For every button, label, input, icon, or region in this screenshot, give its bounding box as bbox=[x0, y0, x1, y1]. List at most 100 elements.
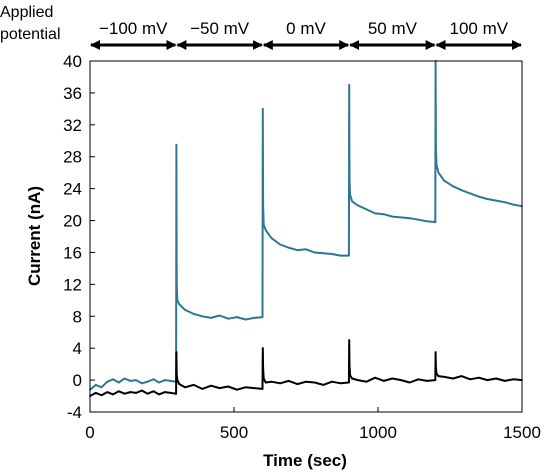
series-point bbox=[94, 392, 97, 394]
series-point bbox=[184, 309, 186, 311]
series-point bbox=[261, 316, 264, 318]
y-axis-title: Current (nA) bbox=[25, 186, 44, 286]
series-point bbox=[348, 339, 351, 342]
series-point bbox=[270, 380, 273, 383]
series-point bbox=[112, 393, 114, 396]
series-point bbox=[503, 380, 506, 382]
series-point bbox=[262, 367, 264, 369]
potential-segment-label: 50 mV bbox=[368, 19, 418, 38]
series-point bbox=[201, 315, 204, 318]
series-point bbox=[351, 200, 353, 203]
series-point bbox=[356, 204, 359, 207]
series-point bbox=[261, 388, 264, 390]
y-tick-label: 20 bbox=[63, 212, 82, 231]
series-point bbox=[117, 381, 120, 384]
series-point bbox=[331, 380, 333, 383]
y-tick-label: 24 bbox=[63, 180, 82, 199]
series-point bbox=[349, 374, 351, 377]
series-point bbox=[512, 203, 515, 206]
series-point bbox=[351, 377, 353, 380]
series-point bbox=[176, 379, 179, 381]
series-point bbox=[512, 378, 515, 381]
series-point bbox=[435, 372, 438, 375]
series-point bbox=[435, 163, 438, 166]
series-point bbox=[331, 253, 333, 255]
series-point bbox=[129, 380, 132, 382]
series-point bbox=[460, 375, 463, 377]
y-tick-label: 4 bbox=[73, 339, 82, 358]
series-point bbox=[270, 237, 273, 240]
potential-segments: −100 mV −50 mV 0 mV 50 mV 100 mV bbox=[90, 19, 522, 50]
series-point bbox=[435, 147, 437, 150]
series-point bbox=[261, 347, 264, 350]
series-point bbox=[356, 379, 359, 381]
y-tick-label: -4 bbox=[67, 403, 82, 422]
series-0 bbox=[89, 60, 523, 391]
series-point bbox=[382, 380, 385, 382]
series-line bbox=[89, 60, 523, 391]
y-tick-label: 0 bbox=[73, 371, 82, 390]
series-point bbox=[495, 199, 497, 202]
y-tick-label: 28 bbox=[63, 148, 82, 167]
series-point bbox=[287, 380, 290, 382]
series-point bbox=[112, 378, 114, 381]
series-point bbox=[262, 203, 264, 206]
y-tick-label: 16 bbox=[63, 243, 82, 262]
series-point bbox=[175, 283, 178, 286]
series-point bbox=[140, 389, 143, 392]
x-tick-label: 1000 bbox=[359, 423, 397, 442]
series-point bbox=[437, 171, 440, 174]
series-point bbox=[348, 381, 350, 384]
series-point bbox=[261, 108, 264, 110]
series-point bbox=[140, 382, 143, 385]
series-point bbox=[322, 384, 325, 386]
series-point bbox=[129, 391, 132, 393]
series-point bbox=[443, 179, 446, 182]
series-point bbox=[210, 317, 212, 319]
series-point bbox=[348, 254, 350, 257]
series-point bbox=[486, 198, 489, 200]
series-point bbox=[175, 392, 178, 395]
series-point bbox=[426, 380, 428, 382]
series-point bbox=[365, 380, 368, 383]
series-point bbox=[176, 299, 179, 302]
series-point bbox=[477, 376, 480, 379]
series-point bbox=[460, 189, 463, 192]
series-point bbox=[164, 391, 166, 393]
series-point bbox=[135, 379, 138, 381]
series-point bbox=[262, 223, 265, 226]
series-point bbox=[106, 380, 109, 383]
series-point bbox=[178, 383, 181, 385]
y-tick-label: 32 bbox=[63, 116, 82, 135]
series-point bbox=[253, 317, 256, 319]
series-point bbox=[434, 221, 437, 224]
x-tick-label: 500 bbox=[220, 423, 248, 442]
series-point bbox=[279, 243, 281, 246]
series-point bbox=[227, 317, 230, 320]
series-1 bbox=[89, 339, 523, 397]
applied-potential-label-line1: Applied bbox=[0, 4, 53, 21]
series-point bbox=[287, 246, 290, 249]
series-point bbox=[158, 393, 161, 396]
series-point bbox=[443, 376, 446, 378]
series-point bbox=[339, 254, 342, 257]
series-point bbox=[152, 378, 155, 381]
plot-frame bbox=[89, 60, 523, 413]
series-point bbox=[349, 194, 351, 196]
series-point bbox=[417, 218, 420, 221]
series-point bbox=[486, 379, 489, 381]
series-point bbox=[236, 388, 238, 391]
series-point bbox=[365, 208, 368, 211]
series-point bbox=[94, 384, 97, 386]
series-point bbox=[477, 195, 480, 198]
series-point bbox=[279, 382, 281, 385]
series-point bbox=[158, 381, 161, 384]
series-point bbox=[296, 383, 299, 385]
x-tick-label: 1500 bbox=[503, 423, 541, 442]
y-tick-label: 36 bbox=[63, 84, 82, 103]
series-point bbox=[262, 377, 265, 380]
series-point bbox=[117, 390, 120, 393]
series-point bbox=[348, 84, 351, 86]
potential-segment-label: −50 mV bbox=[190, 19, 250, 38]
